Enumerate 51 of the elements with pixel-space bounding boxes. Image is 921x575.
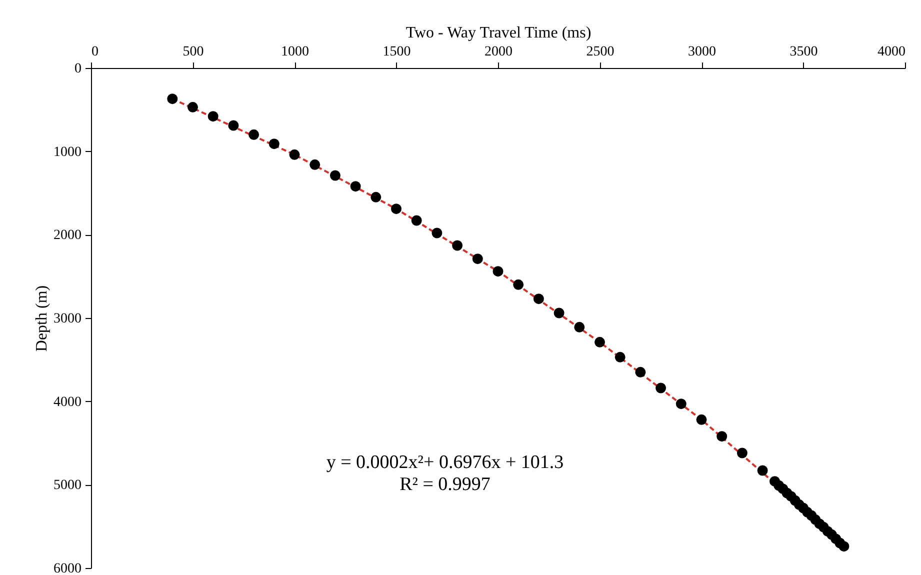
point — [574, 322, 585, 332]
point — [289, 149, 300, 160]
point — [676, 398, 686, 410]
point — [432, 228, 442, 238]
point — [268, 138, 280, 150]
point — [228, 120, 239, 131]
point — [248, 129, 260, 140]
x-tick-label: 0 — [92, 44, 98, 60]
point — [188, 102, 198, 112]
point — [554, 308, 564, 318]
y-tick-label: 0 — [74, 62, 82, 76]
point — [757, 465, 768, 476]
y-axis-title: Depth (m) — [34, 285, 50, 352]
x-tick-label: 3000 — [688, 44, 716, 60]
point — [492, 266, 504, 277]
x-tick-label: 1500 — [382, 44, 411, 60]
point — [310, 159, 320, 170]
point — [167, 94, 178, 104]
y-tick-label: 5000 — [54, 478, 82, 494]
point — [656, 382, 666, 394]
annotation: R² = 0.9997 — [398, 474, 492, 496]
point — [533, 294, 544, 304]
point — [411, 215, 422, 226]
y-tick-label: 3000 — [54, 312, 82, 326]
point — [635, 366, 646, 378]
y-tick-label: 1000 — [54, 144, 82, 160]
point — [614, 352, 626, 362]
point — [696, 414, 707, 425]
x-tick-label: 3500 — [790, 44, 818, 60]
x-tick-label: 1000 — [281, 44, 309, 60]
point — [208, 111, 218, 122]
point — [594, 336, 605, 348]
annotation: y = 0.0002x²+ 0.6976x + 101.3 — [325, 452, 565, 474]
point — [838, 541, 850, 552]
point — [513, 279, 524, 290]
x-tick-label: 2500 — [586, 44, 614, 60]
point — [452, 240, 463, 251]
point — [472, 254, 483, 264]
point — [350, 181, 361, 192]
x-tick-label: 2000 — [484, 44, 512, 60]
point — [716, 431, 728, 442]
point — [736, 448, 748, 458]
y-tick-label: 4000 — [54, 394, 82, 410]
point — [370, 192, 382, 202]
point — [330, 170, 340, 181]
x-tick-label: 4000 — [878, 44, 906, 60]
y-tick-label: 2000 — [54, 228, 82, 244]
x-tick-label: 500 — [182, 44, 204, 60]
x-axis-title: Two - Way Travel Time (ms) — [406, 24, 592, 42]
y-tick-label: 6000 — [54, 562, 82, 575]
point — [391, 204, 402, 214]
